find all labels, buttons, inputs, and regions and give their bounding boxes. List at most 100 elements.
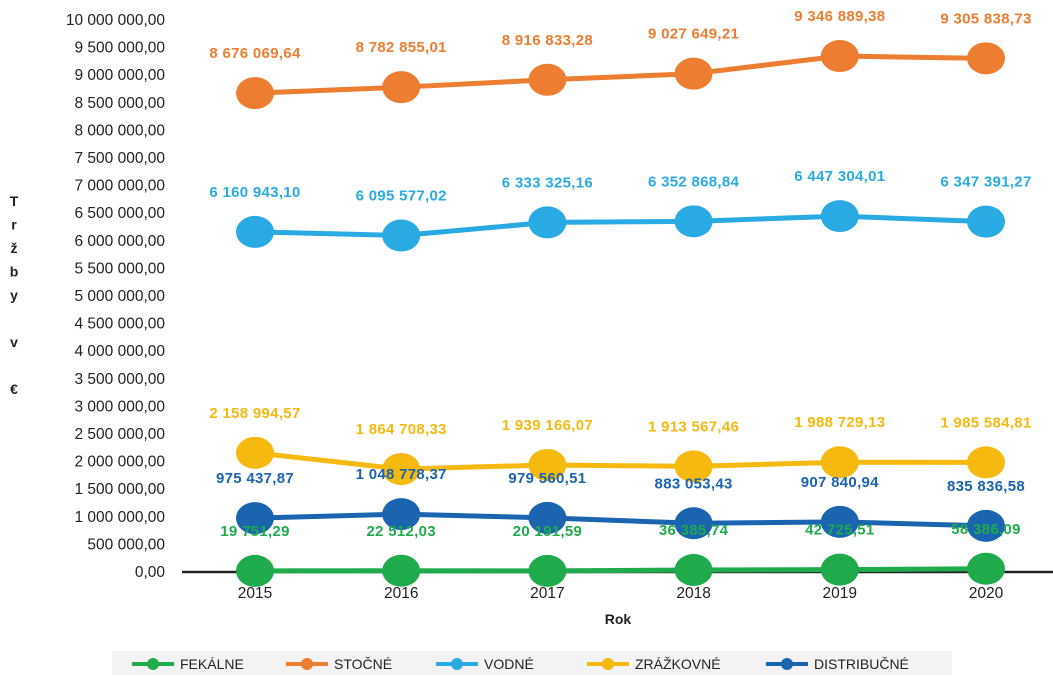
y-tick-label: 8 500 000,00 (74, 95, 165, 112)
y-axis-title-char: r (11, 217, 17, 233)
x-tick-label: 2020 (969, 585, 1004, 602)
data-point (382, 220, 420, 252)
data-point (821, 200, 859, 232)
y-tick-label: 5 500 000,00 (74, 260, 165, 277)
y-tick-label: 9 500 000,00 (74, 40, 165, 57)
y-tick-label: 1 500 000,00 (74, 481, 165, 498)
y-tick-label: 10 000 000,00 (66, 12, 166, 29)
data-point (382, 71, 420, 103)
data-label: 19 751,29 (220, 523, 289, 540)
data-label: 6 347 391,27 (940, 174, 1031, 191)
y-axis-title-char: v (10, 334, 18, 350)
data-label: 835 836,58 (947, 478, 1025, 495)
data-point (821, 554, 859, 586)
data-label: 58 386,09 (951, 521, 1020, 538)
data-label: 1 939 166,07 (502, 417, 593, 434)
data-point (236, 216, 274, 248)
data-point (382, 555, 420, 587)
data-label: 979 560,51 (508, 470, 586, 487)
y-axis-title-char: T (10, 193, 19, 209)
data-point (236, 77, 274, 109)
y-axis-title-char: € (10, 381, 18, 397)
data-label: 1 913 567,46 (648, 418, 739, 435)
data-label: 1 985 584,81 (940, 414, 1031, 431)
data-label: 42 725,51 (805, 522, 874, 539)
data-label: 1 988 729,13 (794, 414, 885, 431)
y-tick-label: 5 000 000,00 (74, 288, 165, 305)
legend-label: FEKÁLNE (180, 656, 244, 672)
y-axis-title-char: y (10, 287, 18, 303)
x-tick-label: 2017 (530, 585, 564, 602)
x-tick-label: 2015 (238, 585, 272, 602)
data-label: 36 385,74 (659, 522, 729, 539)
legend-label: DISTRIBUČNÉ (814, 656, 909, 672)
legend-label: ZRÁŽKOVNÉ (635, 656, 721, 672)
data-point (967, 553, 1005, 585)
data-label: 8 916 833,28 (502, 32, 593, 49)
series-line (255, 216, 986, 235)
y-tick-label: 8 000 000,00 (74, 122, 165, 139)
x-tick-label: 2019 (823, 585, 857, 602)
y-tick-label: 2 000 000,00 (74, 454, 165, 471)
series-lines (236, 40, 1005, 587)
y-tick-label: 3 500 000,00 (74, 371, 165, 388)
series-2 (236, 200, 1005, 251)
data-label: 907 840,94 (801, 474, 879, 491)
data-label: 975 437,87 (216, 470, 294, 487)
data-point (236, 437, 274, 469)
x-tick-label: 2016 (384, 585, 418, 602)
data-label: 883 053,43 (655, 475, 733, 492)
series-4 (236, 498, 1005, 542)
y-tick-label: 4 000 000,00 (74, 343, 165, 360)
data-label: 6 447 304,01 (794, 168, 885, 185)
legend-item: DISTRIBUČNÉ (766, 656, 909, 672)
data-label: 9 346 889,38 (794, 8, 885, 25)
series-0 (236, 553, 1005, 587)
y-tick-label: 0,00 (135, 564, 166, 581)
legend-marker (781, 658, 793, 670)
legend-marker (147, 658, 159, 670)
data-label: 1 864 708,33 (356, 421, 447, 438)
data-point (528, 555, 566, 587)
series-line (255, 56, 986, 93)
data-label: 22 512,03 (366, 523, 435, 540)
y-tick-label: 1 000 000,00 (74, 509, 165, 526)
data-label: 6 333 325,16 (502, 174, 593, 191)
data-label: 2 158 994,57 (209, 405, 300, 422)
data-label: 6 352 868,84 (648, 173, 740, 190)
data-label: 20 191,59 (513, 523, 582, 540)
legend-label: STOČNÉ (334, 656, 392, 672)
data-label: 1 048 778,37 (356, 466, 447, 483)
data-point (675, 205, 713, 237)
y-axis: 0,00 500 000,00 1 000 000,00 1 500 000,00 2 … (66, 12, 166, 581)
series-line (255, 569, 986, 571)
legend-marker (451, 658, 463, 670)
data-label: 8 676 069,64 (209, 45, 301, 62)
y-tick-label: 2 500 000,00 (74, 426, 165, 443)
data-point (967, 42, 1005, 74)
data-label: 6 095 577,02 (356, 188, 447, 205)
y-tick-label: 7 000 000,00 (74, 178, 165, 195)
y-tick-label: 3 000 000,00 (74, 398, 165, 415)
data-point (675, 554, 713, 586)
series-line (255, 514, 986, 526)
y-axis-title-char: ž (11, 240, 18, 256)
legend-marker (301, 658, 313, 670)
y-tick-label: 6 000 000,00 (74, 233, 165, 250)
data-point (528, 64, 566, 96)
data-label: 9 027 649,21 (648, 26, 739, 43)
data-label: 9 305 838,73 (940, 10, 1031, 27)
data-label: 8 782 855,01 (356, 39, 447, 56)
legend-item: ZRÁŽKOVNÉ (587, 656, 721, 672)
data-point (236, 555, 274, 587)
data-point (675, 58, 713, 90)
y-tick-label: 9 000 000,00 (74, 67, 165, 84)
x-axis-title: Rok (605, 611, 632, 627)
y-tick-label: 6 500 000,00 (74, 205, 165, 222)
data-point (528, 206, 566, 238)
legend-marker (602, 658, 614, 670)
legend: FEKÁLNE STOČNÉ VODNÉ ZRÁŽKOVNÉ DISTRIBUČNÉ (112, 651, 952, 675)
y-tick-label: 500 000,00 (87, 536, 165, 553)
